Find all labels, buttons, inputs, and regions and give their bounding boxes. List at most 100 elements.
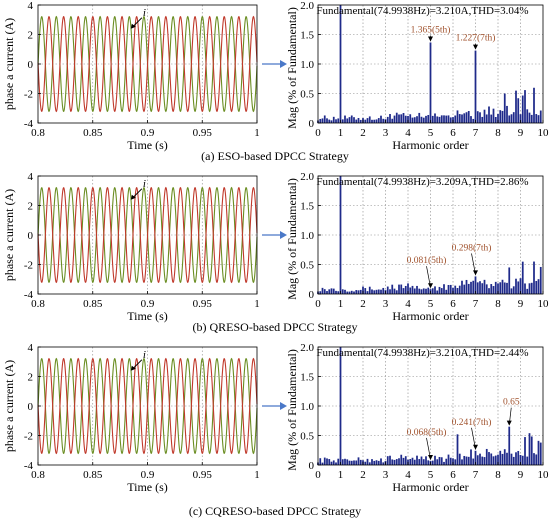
spectrum-bar bbox=[355, 119, 358, 123]
spectrum-bar bbox=[492, 286, 495, 294]
spectrum-bar bbox=[443, 284, 445, 294]
spectrum-bar bbox=[393, 459, 396, 465]
spectrum-bar bbox=[526, 109, 529, 123]
annotation-arrowhead bbox=[473, 444, 478, 450]
x-tick-label: 0 bbox=[315, 469, 321, 481]
x-tick-label: 1 bbox=[254, 127, 260, 139]
x-tick-label: 10 bbox=[538, 127, 550, 139]
spectrum-bar bbox=[346, 459, 349, 465]
spectrum-bar bbox=[440, 457, 443, 465]
spectrum-bar bbox=[344, 115, 346, 123]
spectrum-bar bbox=[400, 284, 403, 294]
spectrum-bar bbox=[438, 286, 441, 294]
spectrum-bar bbox=[465, 112, 468, 123]
series-label: i bbox=[143, 178, 146, 190]
spectrum-bar bbox=[447, 284, 450, 294]
x-axis-label: Harmonic order bbox=[392, 309, 468, 323]
spectrum-bar bbox=[494, 455, 497, 465]
spectrum-bar bbox=[510, 288, 513, 294]
spectrum-bar bbox=[420, 116, 423, 123]
spectrum-bar bbox=[429, 42, 432, 124]
spectrum-bar bbox=[481, 456, 484, 465]
spectrum-bar bbox=[348, 460, 351, 465]
spectrum-bar bbox=[398, 458, 400, 465]
x-tick-label: 3 bbox=[383, 298, 389, 310]
spectrum-bar bbox=[443, 461, 445, 465]
y-axis-label: Mag (% of Fundamental) bbox=[285, 7, 299, 129]
spectrum-bar bbox=[465, 279, 468, 294]
x-tick-label: 0.95 bbox=[193, 298, 213, 310]
spectrum-bar bbox=[407, 115, 409, 123]
spectrum-bar bbox=[490, 453, 493, 465]
spectrum-bar bbox=[425, 456, 427, 465]
spectrum-bar bbox=[497, 283, 499, 294]
spectrum-bar bbox=[508, 115, 511, 123]
spectrum-bar bbox=[467, 111, 470, 123]
spectrum-bar bbox=[443, 115, 445, 123]
spectrum-bar bbox=[521, 455, 524, 465]
spectrum-bar bbox=[373, 119, 376, 123]
x-tick-label: 5 bbox=[428, 298, 434, 310]
x-tick-label: 4 bbox=[405, 469, 411, 481]
spectrum-bar bbox=[503, 282, 506, 294]
spectrum-bar bbox=[528, 283, 531, 294]
spectrum-bar bbox=[377, 289, 380, 294]
spectrum-bar bbox=[490, 284, 493, 294]
spectrum-bar bbox=[494, 281, 497, 294]
panel-arrowhead bbox=[280, 60, 287, 68]
y-tick-label: -2 bbox=[24, 260, 33, 272]
x-axis-label: Time (s) bbox=[127, 480, 168, 494]
spectrum-bar bbox=[528, 112, 531, 123]
spectrum-bar bbox=[533, 87, 535, 123]
spectrum-bar bbox=[413, 288, 416, 294]
spectrum-bar bbox=[395, 290, 398, 294]
spectrum-title: Fundamental(74.9938Hz)=3.210A,THD=2.44% bbox=[316, 347, 528, 359]
spectrum-bar bbox=[512, 456, 515, 465]
spectrum-bar bbox=[368, 286, 371, 294]
spectrum-bar bbox=[359, 119, 362, 123]
spectrum-bar bbox=[335, 462, 337, 465]
spectrum-bar bbox=[332, 288, 335, 294]
spectrum-bar bbox=[526, 288, 529, 294]
spectrum-bar bbox=[418, 459, 421, 465]
y-tick-label: -2 bbox=[24, 431, 33, 443]
harmonic-spectrum-chart-c: 0 1 2 3 4 5 6 7 8 9 10 2.0 1.5 1.0 0.5 0 Fundamental(74.… bbox=[285, 342, 549, 494]
y-tick-label: 4 bbox=[28, 171, 34, 183]
spectrum-bar bbox=[339, 347, 342, 465]
spectrum-bar bbox=[393, 288, 396, 294]
spectrum-bar bbox=[364, 288, 367, 294]
spectrum-bar bbox=[452, 458, 454, 465]
spectrum-bar bbox=[539, 266, 542, 294]
spectrum-bar bbox=[497, 454, 499, 465]
spectrum-bar bbox=[467, 283, 470, 294]
series-label-arrowhead bbox=[130, 23, 136, 29]
spectrum-bar bbox=[490, 114, 493, 123]
spectrum-bar bbox=[515, 90, 517, 123]
spectrum-bar bbox=[470, 116, 472, 123]
spectrum-bar bbox=[515, 278, 517, 294]
spectrum-bar bbox=[508, 267, 511, 294]
x-tick-label: 1 bbox=[254, 469, 260, 481]
spectrum-bar bbox=[528, 433, 531, 465]
spectrum-bar bbox=[519, 114, 522, 123]
y-tick-label: 0 bbox=[309, 460, 315, 472]
spectrum-bar bbox=[521, 261, 524, 294]
spectrum-bar bbox=[530, 282, 533, 294]
spectrum-bar bbox=[332, 460, 335, 465]
spectrum-bar bbox=[380, 115, 382, 123]
x-tick-label: 1 bbox=[338, 298, 344, 310]
spectrum-bar bbox=[524, 90, 526, 123]
spectrum-bar bbox=[400, 114, 403, 123]
panel-arrowhead bbox=[280, 231, 287, 239]
spectrum-bar bbox=[479, 453, 481, 465]
spectrum-bar bbox=[389, 289, 391, 294]
spectrum-bar bbox=[319, 291, 322, 294]
spectrum-bar bbox=[537, 440, 540, 465]
spectrum-bar bbox=[386, 456, 389, 465]
spectrum-bar bbox=[422, 288, 425, 294]
spectrum-bar bbox=[326, 458, 328, 465]
spectrum-bar bbox=[499, 110, 502, 123]
spectrum-bar bbox=[535, 114, 538, 123]
spectrum-bar bbox=[474, 50, 477, 124]
spectrum-bar bbox=[485, 284, 488, 294]
